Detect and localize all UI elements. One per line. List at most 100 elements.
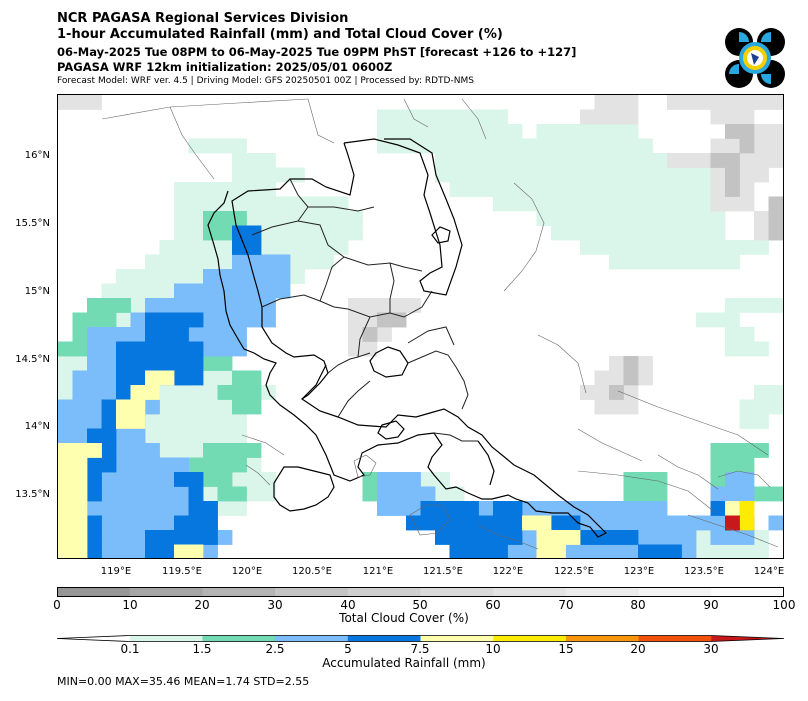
rain-cell	[696, 225, 711, 241]
rain-cell	[565, 153, 581, 168]
rain-cell	[580, 544, 595, 558]
cloud-tick-30: 30	[267, 598, 283, 612]
rain-cell	[580, 225, 595, 241]
rain-cell	[188, 457, 204, 473]
cloud-cell	[623, 109, 639, 125]
cloud-cell	[377, 298, 392, 313]
rain-cell	[449, 501, 465, 516]
rain-cell	[319, 254, 334, 270]
rain-cell	[145, 312, 160, 328]
rain-cell	[710, 240, 726, 255]
cloud-cell	[710, 153, 726, 168]
rain-cell	[174, 501, 189, 516]
rain-cell	[696, 254, 711, 270]
rain-cell	[449, 182, 465, 197]
rain-cell	[174, 472, 189, 487]
rain-cell	[609, 138, 624, 154]
rain-cell	[145, 486, 160, 502]
rain-cell	[725, 544, 740, 558]
rain-cell	[58, 457, 73, 473]
rain-cell	[754, 530, 769, 545]
rain-cell	[203, 341, 218, 357]
rain-cell	[203, 414, 218, 429]
rain-cell	[493, 501, 508, 516]
cloud-cell	[725, 124, 740, 139]
rain-cell	[159, 515, 175, 531]
rain-cell	[652, 472, 668, 487]
rain-cell	[710, 515, 726, 531]
rain-cell	[203, 196, 218, 212]
rain-cell	[739, 414, 755, 429]
rain-cell	[174, 486, 189, 502]
cloud-cell	[609, 399, 624, 415]
rain-cell	[261, 240, 276, 255]
rain-cell	[667, 515, 682, 531]
rain-cell	[232, 385, 247, 400]
rain-cell	[304, 254, 320, 270]
rain-cell	[638, 196, 653, 212]
rain-cell	[188, 428, 204, 444]
rain-cell	[87, 385, 102, 400]
initialization-info: PAGASA WRF 12km initialization: 2025/05/…	[57, 60, 393, 74]
rain-cell	[130, 544, 146, 558]
rain-cell	[667, 211, 682, 226]
rain-cell	[725, 457, 740, 473]
rain-cell	[565, 138, 581, 154]
rain-cell	[391, 472, 407, 487]
rain-cell	[536, 515, 552, 531]
cloud-cell	[391, 298, 407, 313]
rain-cell	[246, 225, 262, 241]
rain-cell	[174, 240, 189, 255]
rain-cell	[174, 370, 189, 386]
cloud-cell	[725, 153, 740, 168]
rain-cell	[696, 196, 711, 212]
rain-cell	[681, 254, 697, 270]
rain-cell	[348, 225, 363, 241]
rainfall-colorbar	[57, 635, 784, 642]
rain-cell	[464, 109, 479, 125]
rain-cell	[159, 501, 175, 516]
rain-cell	[72, 370, 88, 386]
rain-cell	[493, 109, 508, 125]
cloud-cell	[754, 167, 769, 183]
cloud-cell	[594, 370, 610, 386]
rain-cell	[188, 254, 204, 270]
rain-cell	[87, 515, 102, 531]
rain-cell	[333, 240, 349, 255]
rain-cell	[638, 240, 653, 255]
rain-cell	[667, 544, 682, 558]
rain-cell	[754, 399, 769, 415]
rain-cell	[551, 501, 566, 516]
rain-cell	[232, 167, 247, 183]
rain-cell	[116, 283, 131, 299]
rain-cell	[174, 225, 189, 241]
cloud-cell	[739, 182, 755, 197]
rain-cell	[406, 486, 421, 502]
rain-cell	[710, 312, 726, 328]
rain-cell	[130, 283, 146, 299]
rain-cell	[232, 428, 247, 444]
cloud-cell	[348, 298, 363, 313]
rain-cell	[623, 225, 639, 241]
rain-cell	[217, 486, 233, 502]
rain-cell	[478, 515, 494, 531]
rain-cell	[188, 312, 204, 328]
rain-cell	[768, 399, 783, 415]
rain-cell	[710, 530, 726, 545]
rain-cell	[159, 399, 175, 415]
rain-cell	[464, 530, 479, 545]
rain-cell	[145, 428, 160, 444]
rain-cell	[188, 515, 204, 531]
coastlines	[207, 138, 608, 538]
rain-cell	[623, 515, 639, 531]
cloud-cell	[739, 124, 755, 139]
statistics-summary: MIN=0.00 MAX=35.46 MEAN=1.74 STD=2.55	[57, 675, 310, 688]
rain-cell	[232, 414, 247, 429]
rain-cell	[594, 501, 610, 516]
cloud-cell	[594, 399, 610, 415]
rain-cell	[58, 530, 73, 545]
rain-cell	[638, 138, 653, 154]
rain-cell	[725, 515, 740, 531]
rain-cell	[217, 457, 233, 473]
rain-cell	[116, 443, 131, 458]
